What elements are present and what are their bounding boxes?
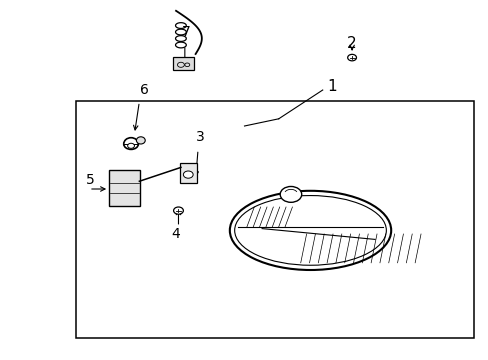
Circle shape [127,143,134,148]
Text: 2: 2 [346,36,356,51]
Text: 5: 5 [86,173,95,187]
Text: 1: 1 [327,79,337,94]
Circle shape [280,186,301,202]
Text: 4: 4 [171,227,180,241]
Circle shape [347,54,356,61]
FancyBboxPatch shape [173,57,193,70]
Circle shape [173,207,183,214]
Circle shape [183,171,193,178]
FancyBboxPatch shape [180,163,196,183]
Text: 6: 6 [140,83,148,97]
Text: 7: 7 [181,26,190,39]
Ellipse shape [229,191,390,270]
Text: 3: 3 [196,130,204,144]
Ellipse shape [234,195,386,265]
Ellipse shape [136,137,145,144]
FancyBboxPatch shape [109,170,140,206]
